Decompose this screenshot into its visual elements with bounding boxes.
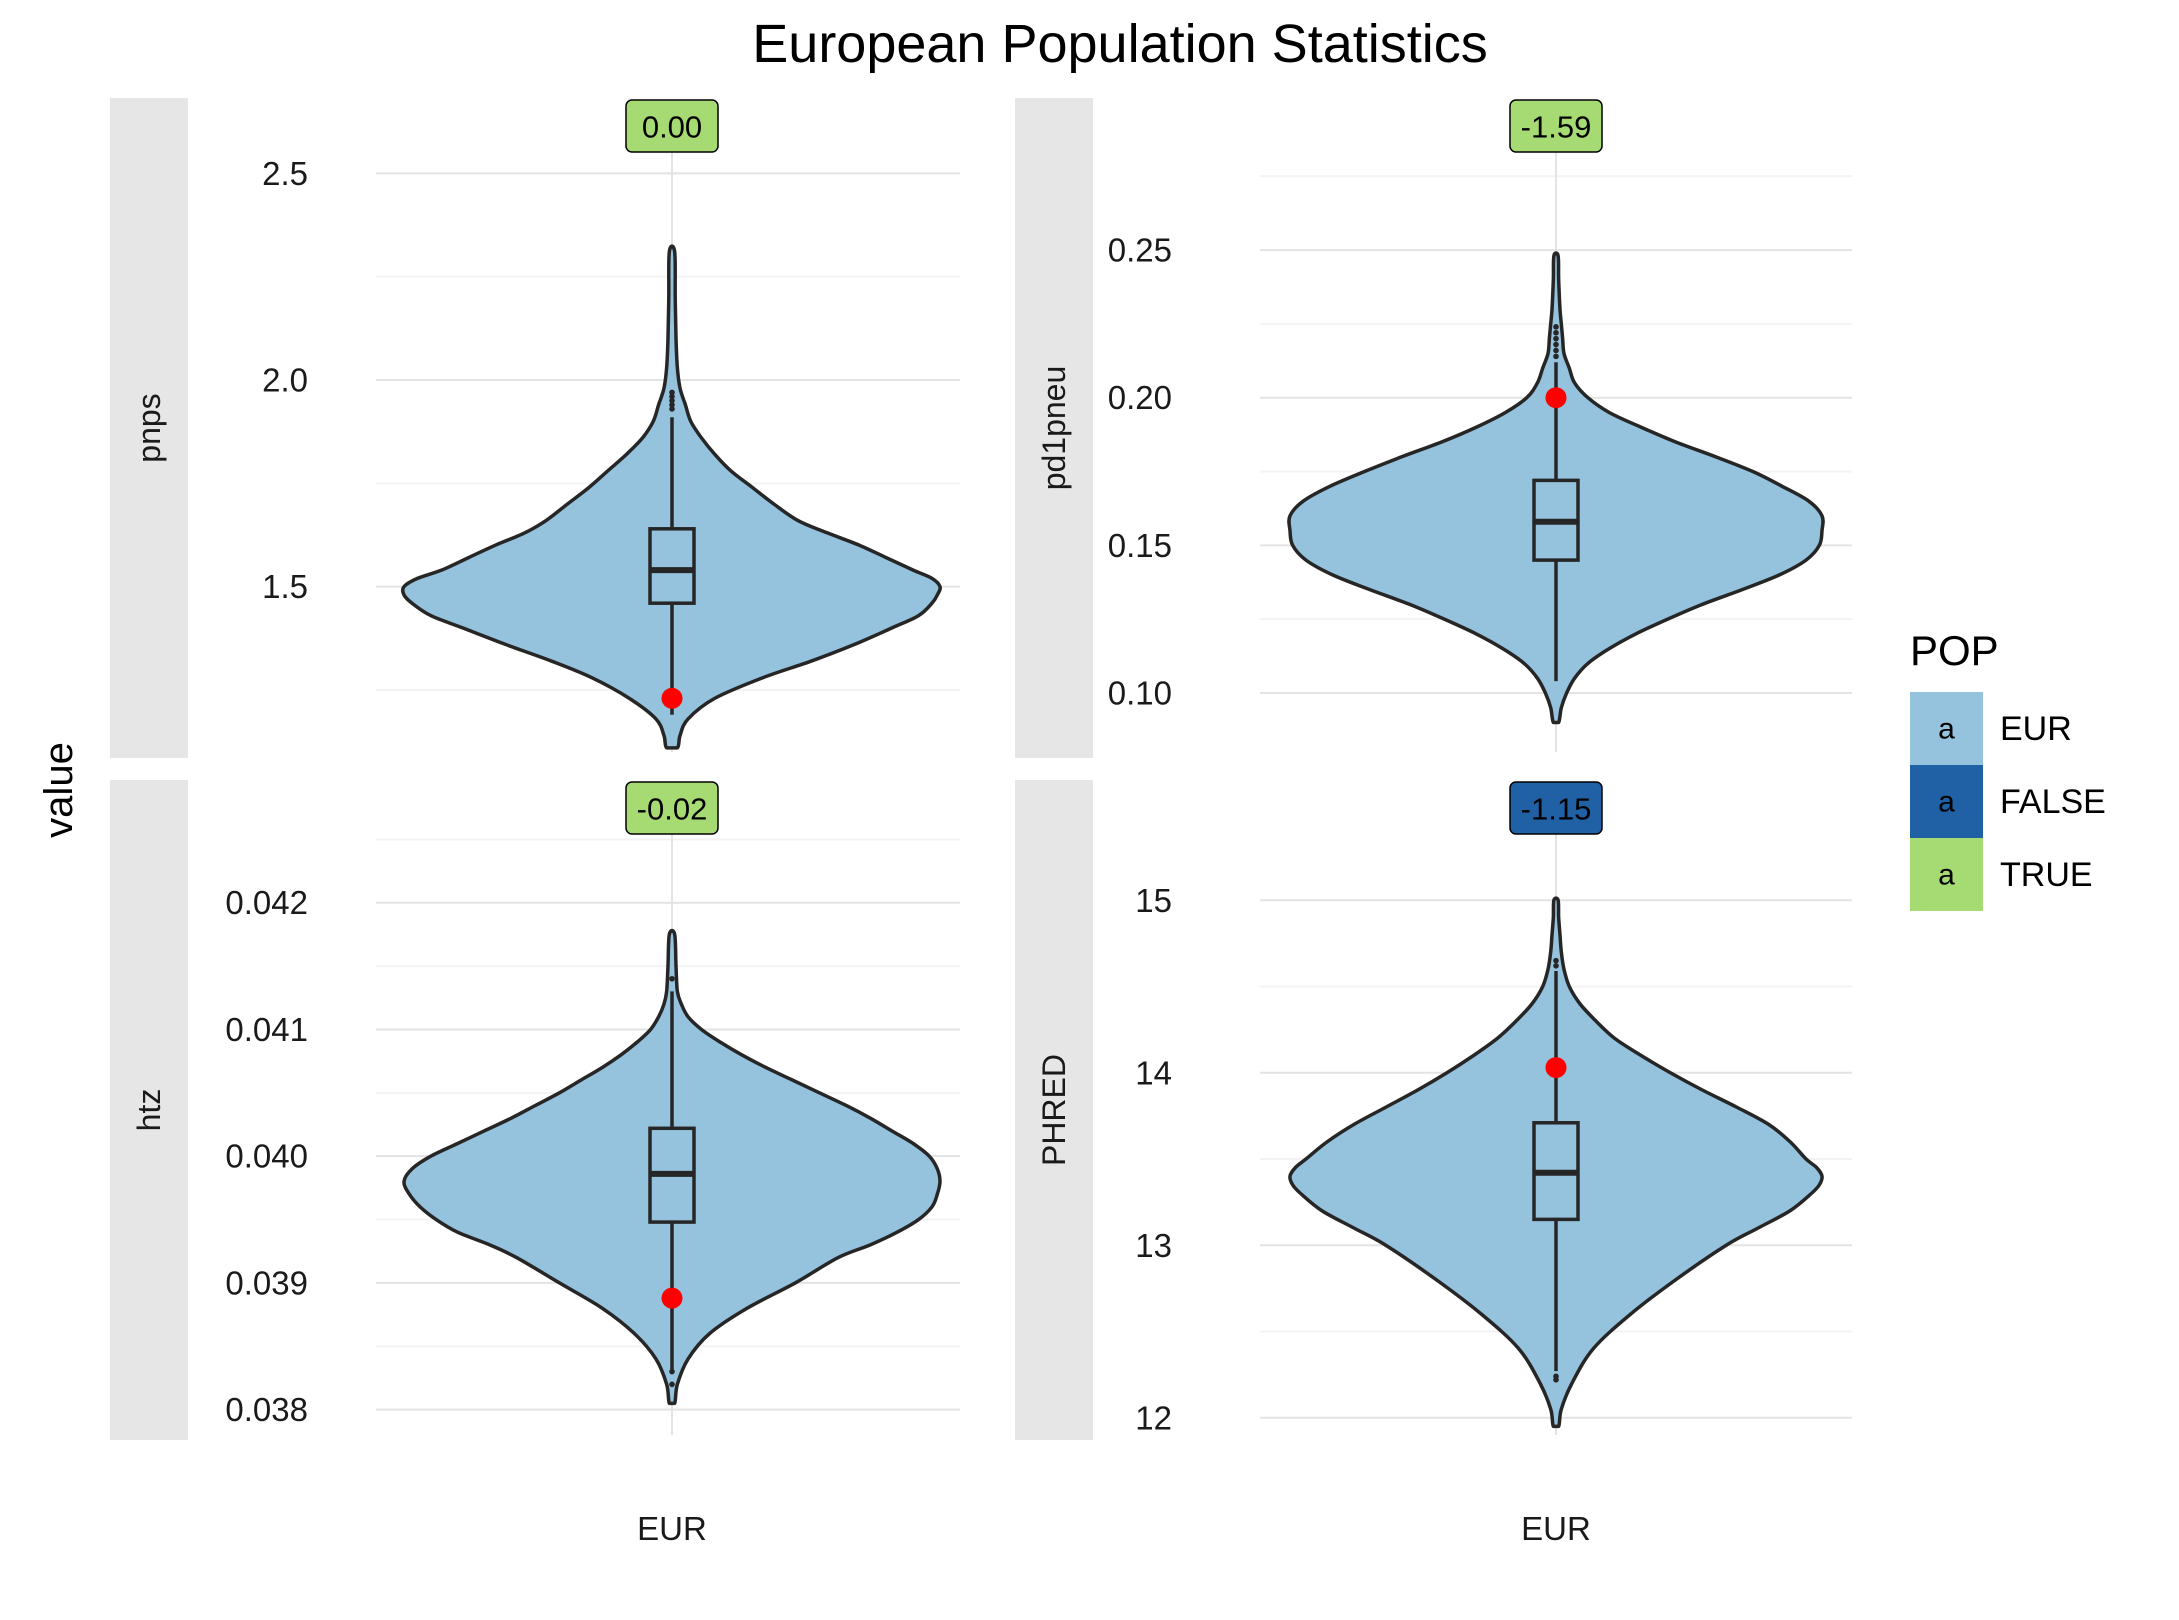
value-label-box	[625, 781, 719, 835]
value-label-box	[1509, 99, 1603, 153]
legend-item-true: a TRUE	[1910, 838, 2093, 911]
outlier-point	[1553, 341, 1559, 348]
y-tick-label: 15	[1135, 882, 1172, 919]
facet-strip-label: PHRED	[1036, 1054, 1072, 1166]
y-tick-label: 0.039	[225, 1264, 308, 1301]
observed-point	[661, 687, 683, 709]
legend-key	[1910, 692, 1983, 765]
y-tick-label: 2.5	[262, 155, 308, 192]
x-tick-label: EUR	[637, 1510, 707, 1547]
legend-item-eur: a EUR	[1910, 692, 2072, 765]
legend-key	[1910, 838, 1983, 911]
outlier-point	[1553, 963, 1559, 969]
y-tick-label: 0.20	[1108, 379, 1172, 416]
y-tick-label: 0.042	[225, 884, 308, 921]
y-tick-label: 0.25	[1108, 232, 1172, 269]
outlier-point	[1553, 1373, 1559, 1380]
legend-item-label: EUR	[2000, 710, 2072, 748]
value-label-text: -1.15	[1521, 792, 1592, 827]
facet-panel-pnps: pnps 1.5 2.0 2.5 0.00	[110, 98, 960, 758]
y-tick-label: 0.038	[225, 1391, 308, 1428]
legend-items: a EUR a FALSE a TRUE	[1910, 692, 2106, 911]
facet-panel-phred: PHRED 12 13 14 15 -1.15	[1015, 780, 1852, 1440]
y-tick-label: 0.041	[225, 1011, 308, 1048]
outlier-point	[669, 402, 675, 408]
facet-strip	[110, 780, 188, 1440]
legend-key-glyph: a	[1938, 786, 1955, 819]
observed-point	[661, 1287, 683, 1309]
facet-strip	[1015, 780, 1093, 1440]
y-tick-label: 0.040	[225, 1138, 308, 1175]
legend-key-glyph: a	[1938, 859, 1955, 892]
outlier-point	[669, 397, 675, 404]
legend-key-glyph: a	[1938, 713, 1955, 746]
outlier-point	[1553, 329, 1559, 336]
facet-panel-pd1pneu: pd1pneu 0.10 0.15 0.20 0.25 -1.59	[1015, 98, 1852, 758]
outlier-point	[1553, 347, 1559, 354]
outlier-point	[669, 975, 675, 982]
facet-strip-label: htz	[131, 1089, 167, 1132]
chart-title: European Population Statistics	[752, 14, 1487, 74]
value-label-text: -0.02	[637, 792, 708, 827]
facet-panel-htz: htz 0.038 0.039 0.040 0.041 0.042 -0.02	[110, 780, 960, 1440]
legend: POP a EUR a FALSE a TRUE	[1910, 627, 2106, 911]
value-label-text: -1.59	[1521, 110, 1592, 145]
y-tick-label: 12	[1135, 1399, 1172, 1436]
facet-strip	[110, 98, 188, 758]
facet-panels: pnps 1.5 2.0 2.5 0.00 pd1pneu 0.10 0.15 0.20 0.25…	[110, 98, 1852, 1547]
observed-point	[1545, 387, 1567, 409]
outlier-point	[669, 1368, 675, 1375]
legend-item-label: TRUE	[2000, 856, 2093, 894]
value-label-box	[625, 99, 719, 153]
y-tick-label: 2.0	[262, 362, 308, 399]
outlier-point	[1553, 335, 1559, 342]
observed-point	[1545, 1057, 1567, 1079]
outlier-point	[1553, 324, 1559, 330]
y-tick-label: 0.15	[1108, 527, 1172, 564]
y-tick-label: 0.10	[1108, 674, 1172, 711]
facet-strip-label: pd1pneu	[1036, 366, 1072, 491]
value-label-text: 0.00	[642, 110, 702, 145]
legend-title: POP	[1910, 627, 1999, 674]
facet-strip-label: pnps	[131, 393, 167, 462]
outlier-point	[669, 406, 675, 412]
legend-key	[1910, 765, 1983, 838]
outlier-point	[669, 1381, 675, 1388]
y-axis-title: value	[37, 742, 81, 838]
y-tick-label: 14	[1135, 1054, 1172, 1091]
x-tick-label: EUR	[1521, 1510, 1591, 1547]
outlier-point	[669, 393, 675, 400]
outlier-point	[1553, 957, 1559, 964]
box-iqr	[648, 527, 696, 605]
outlier-point	[669, 389, 675, 396]
legend-item-false: a FALSE	[1910, 765, 2106, 838]
facet-strip	[1015, 98, 1093, 758]
y-tick-label: 13	[1135, 1227, 1172, 1264]
outlier-point	[1553, 353, 1559, 360]
value-label-box	[1509, 781, 1603, 835]
legend-item-label: FALSE	[2000, 783, 2106, 821]
y-tick-label: 1.5	[262, 568, 308, 605]
